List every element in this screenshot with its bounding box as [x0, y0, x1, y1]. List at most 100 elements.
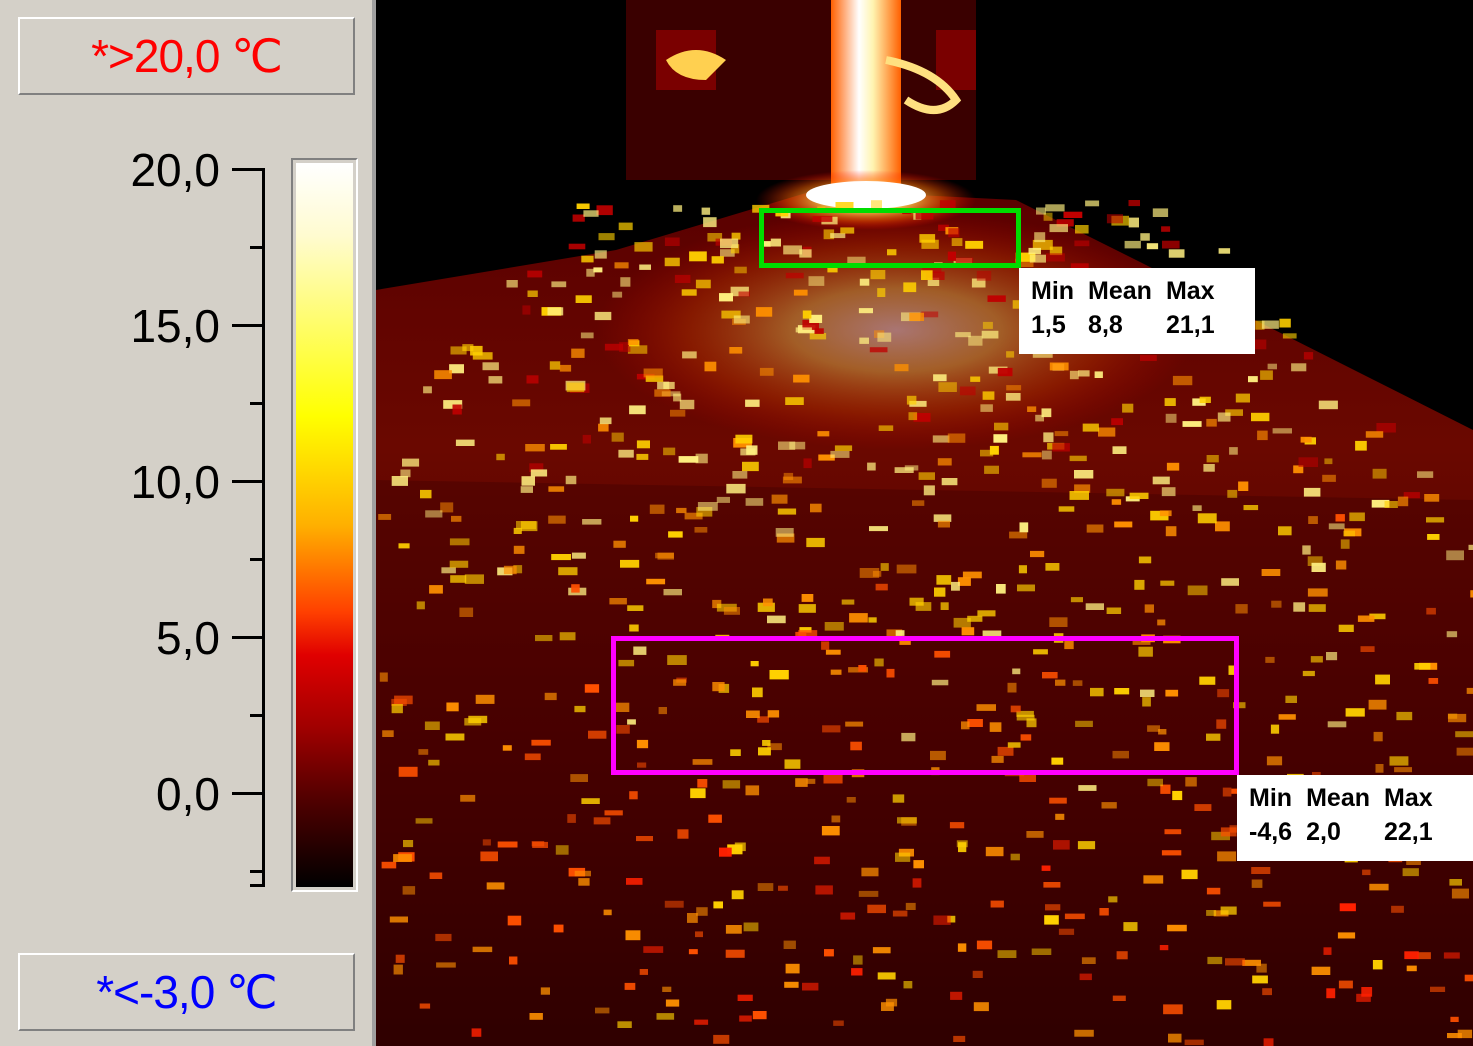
- warm-spot: [1404, 951, 1419, 960]
- warm-spot: [915, 602, 932, 611]
- warm-spot: [734, 266, 747, 274]
- warm-spot: [913, 413, 931, 422]
- warm-spot: [1391, 905, 1404, 913]
- scale-tick: [232, 168, 265, 171]
- warm-spot: [571, 552, 586, 559]
- warm-spot: [1036, 207, 1046, 215]
- warm-spot: [1468, 544, 1473, 550]
- warm-spot: [905, 902, 916, 910]
- max-range-label[interactable]: *>20,0 ℃: [18, 17, 355, 95]
- warm-spot: [961, 627, 975, 636]
- warm-spot: [1257, 430, 1268, 441]
- warm-spot: [1403, 492, 1420, 499]
- warm-spot: [527, 270, 543, 278]
- warm-spot: [1279, 318, 1291, 328]
- warm-spot: [1030, 550, 1045, 558]
- warm-spot: [1217, 689, 1230, 698]
- warm-spot: [757, 716, 769, 723]
- warm-spot: [565, 475, 577, 485]
- warm-spot: [1116, 951, 1128, 960]
- stat-header: Max: [1384, 784, 1433, 812]
- warm-spot: [1365, 431, 1384, 438]
- warm-spot: [949, 822, 965, 829]
- warm-spot: [732, 471, 748, 479]
- warm-spot: [1450, 1016, 1459, 1022]
- warm-spot: [933, 915, 951, 925]
- warm-spot: [1112, 995, 1126, 1001]
- warm-spot: [840, 912, 856, 920]
- warm-spot: [1243, 505, 1259, 511]
- warm-spot: [814, 328, 824, 334]
- warm-spot: [720, 238, 739, 249]
- colorbar[interactable]: [291, 158, 358, 892]
- warm-spot: [1225, 958, 1245, 966]
- warm-spot: [1402, 868, 1419, 877]
- warm-spot: [850, 741, 862, 751]
- min-range-label[interactable]: *<-3,0 ℃: [18, 953, 355, 1031]
- warm-spot: [378, 514, 392, 520]
- roi-green[interactable]: [759, 208, 1021, 268]
- warm-spot: [997, 746, 1014, 756]
- warm-spot: [993, 434, 1008, 443]
- warm-spot: [759, 241, 771, 247]
- warm-spot: [1161, 487, 1176, 497]
- warm-spot: [970, 376, 981, 382]
- warm-spot: [551, 554, 571, 561]
- warm-spot: [1026, 718, 1037, 728]
- warm-spot: [1303, 487, 1321, 497]
- warm-spot: [696, 907, 708, 916]
- warm-spot: [897, 817, 917, 824]
- warm-spot: [793, 374, 810, 383]
- warm-spot: [980, 449, 994, 457]
- roi-magenta[interactable]: [611, 636, 1239, 775]
- warm-spot: [1338, 624, 1354, 632]
- warm-spot: [576, 203, 590, 209]
- thermal-image-view[interactable]: Min Mean Max 1,5 8,8 21,1 Min Mean Max -…: [376, 0, 1473, 1046]
- warm-spot: [1016, 710, 1034, 717]
- warm-spot: [925, 271, 945, 280]
- warm-spot: [729, 347, 743, 354]
- warm-spot: [972, 970, 983, 978]
- warm-spot: [424, 721, 440, 730]
- warm-spot: [1218, 248, 1231, 254]
- warm-spot: [670, 409, 686, 417]
- warm-spot: [450, 575, 467, 583]
- warm-spot: [1049, 617, 1068, 627]
- warm-spot: [1298, 457, 1318, 467]
- warm-spot: [758, 747, 771, 756]
- warm-spot: [1128, 200, 1140, 207]
- warm-spot: [743, 922, 759, 932]
- warm-spot: [1063, 211, 1083, 218]
- warm-spot: [503, 565, 517, 575]
- warm-spot: [1443, 952, 1460, 959]
- warm-spot: [858, 308, 873, 314]
- warm-spot: [522, 305, 531, 315]
- warm-spot: [982, 391, 995, 400]
- warm-spot: [927, 277, 940, 286]
- warm-spot: [1302, 670, 1315, 677]
- warm-spot: [694, 1019, 709, 1025]
- warm-spot: [1285, 695, 1297, 703]
- warm-spot: [620, 559, 640, 568]
- warm-spot: [676, 507, 687, 514]
- warm-spot: [806, 537, 825, 548]
- warm-spot: [712, 682, 725, 692]
- warm-spot: [420, 489, 432, 499]
- warm-spot: [763, 598, 773, 607]
- warm-spot: [1106, 214, 1123, 224]
- warm-spot: [1215, 521, 1230, 532]
- warm-spot: [785, 397, 804, 405]
- warm-spot: [899, 639, 911, 645]
- warm-spot: [737, 994, 753, 1001]
- warm-spot: [1032, 350, 1053, 358]
- warm-spot: [425, 510, 443, 518]
- warm-spot: [726, 483, 746, 494]
- warm-spot: [657, 552, 674, 560]
- warm-spot: [627, 605, 644, 611]
- warm-spot: [482, 839, 491, 846]
- warm-spot: [1027, 406, 1037, 412]
- warm-spot: [767, 743, 782, 751]
- warm-spot: [1128, 217, 1139, 228]
- scale-tick: [250, 884, 265, 887]
- warm-spot: [480, 851, 498, 862]
